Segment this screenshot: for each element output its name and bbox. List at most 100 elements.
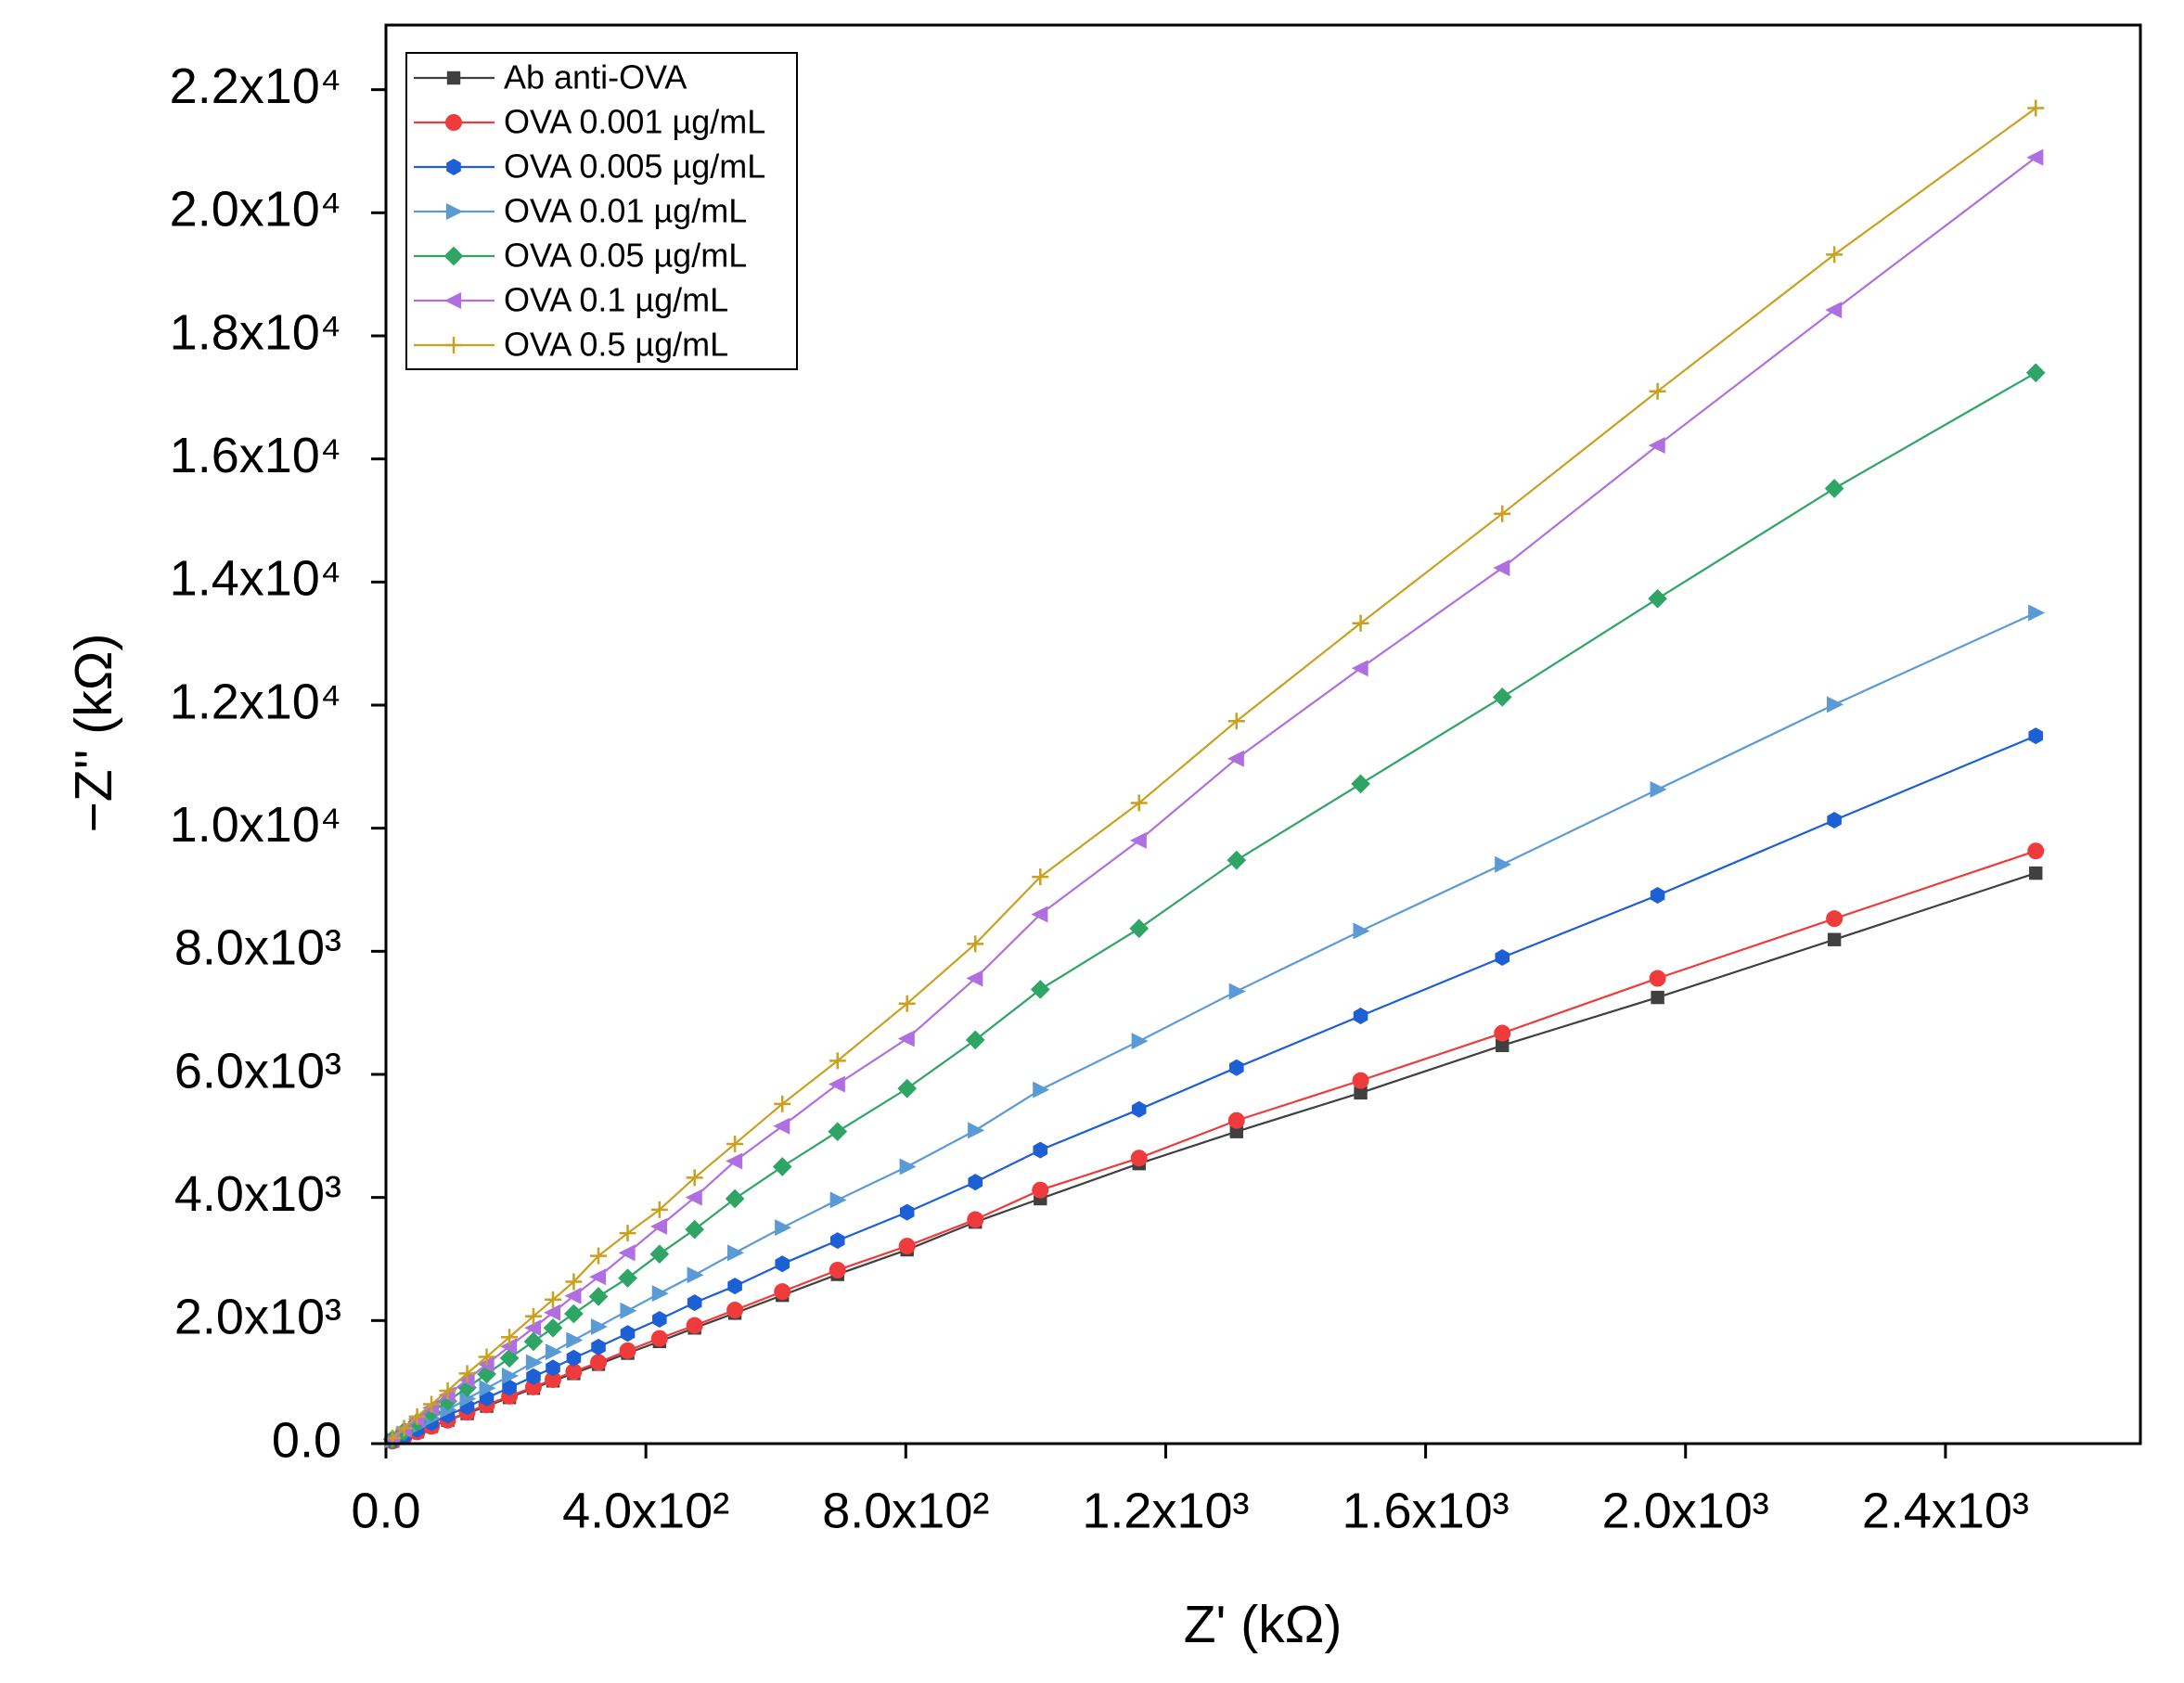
marker xyxy=(829,1052,846,1070)
marker xyxy=(652,1311,667,1329)
marker xyxy=(478,1348,495,1366)
marker xyxy=(423,1395,441,1413)
marker xyxy=(828,1075,845,1093)
marker xyxy=(1496,1038,1510,1053)
series-line xyxy=(392,735,2036,1442)
marker xyxy=(457,1378,477,1397)
marker xyxy=(408,1407,426,1425)
plot-frame xyxy=(384,23,2142,1445)
marker xyxy=(2025,363,2046,383)
marker xyxy=(1228,983,1246,1000)
marker xyxy=(1352,1072,1369,1089)
marker xyxy=(1827,696,1844,713)
y-tick-label: 2.0x10³ xyxy=(174,1290,341,1345)
marker xyxy=(459,1390,477,1407)
legend-label: OVA 0.1 µg/mL xyxy=(504,281,728,319)
marker xyxy=(544,1304,561,1321)
marker xyxy=(774,1283,791,1301)
marker xyxy=(1129,831,1147,849)
marker xyxy=(618,1268,637,1288)
legend-label: OVA 0.05 µg/mL xyxy=(504,237,747,275)
marker xyxy=(726,1152,743,1170)
marker xyxy=(1130,1150,1148,1167)
marker xyxy=(649,1217,667,1235)
marker xyxy=(1648,588,1667,609)
series-line xyxy=(392,872,2036,1443)
marker xyxy=(1826,910,1844,928)
marker xyxy=(1650,886,1665,904)
marker xyxy=(965,1030,985,1050)
marker xyxy=(1493,559,1510,577)
marker xyxy=(1033,1141,1048,1159)
marker xyxy=(899,1158,917,1176)
marker xyxy=(545,1343,562,1361)
y-tick-label: 1.4x10⁴ xyxy=(170,551,341,607)
marker xyxy=(619,1225,636,1242)
marker xyxy=(1495,948,1510,966)
marker xyxy=(1227,1111,1245,1129)
marker xyxy=(524,1378,542,1395)
marker xyxy=(829,1191,847,1209)
marker xyxy=(1228,1059,1244,1076)
marker xyxy=(564,1304,584,1324)
marker xyxy=(2026,148,2044,166)
y-tick-label: 2.0x10⁴ xyxy=(170,182,341,238)
marker xyxy=(620,1325,636,1343)
marker xyxy=(725,1188,745,1209)
y-tick-label: 4.0x10³ xyxy=(174,1166,341,1222)
marker xyxy=(544,1371,561,1389)
x-tick-label: 2.0x10³ xyxy=(1602,1483,1769,1538)
marker xyxy=(1825,302,1843,319)
marker xyxy=(1131,1033,1149,1050)
marker xyxy=(444,292,462,309)
marker xyxy=(897,1078,918,1098)
marker xyxy=(446,71,461,85)
marker xyxy=(477,1364,496,1384)
marker xyxy=(1827,932,1842,946)
marker xyxy=(1826,246,1844,263)
x-tick-label: 2.4x10³ xyxy=(1862,1483,2029,1538)
marker xyxy=(686,1169,703,1187)
marker xyxy=(967,1211,984,1228)
marker xyxy=(1227,850,1247,870)
marker xyxy=(1650,780,1667,798)
marker xyxy=(968,1122,985,1139)
marker xyxy=(726,1302,744,1319)
series-line xyxy=(392,850,2036,1443)
marker xyxy=(438,1391,457,1411)
marker xyxy=(966,970,983,987)
marker xyxy=(502,1379,517,1396)
marker xyxy=(1354,1086,1368,1100)
marker xyxy=(772,1157,792,1176)
y-tick-label: 1.8x10⁴ xyxy=(170,304,341,360)
legend-label: OVA 0.001 µg/mL xyxy=(504,103,765,141)
y-tick-label: 6.0x10³ xyxy=(174,1043,341,1098)
marker xyxy=(543,1317,563,1338)
marker xyxy=(651,1285,669,1303)
marker xyxy=(649,1244,670,1265)
marker xyxy=(968,1174,983,1191)
marker xyxy=(618,1244,636,1262)
legend-label: OVA 0.5 µg/mL xyxy=(504,326,728,364)
y-tick-label: 0.0 xyxy=(272,1412,341,1468)
marker xyxy=(1351,774,1370,794)
marker xyxy=(1031,906,1048,923)
x-tick-label: 4.0x10² xyxy=(562,1483,729,1538)
marker xyxy=(1227,750,1244,767)
marker xyxy=(1648,437,1665,455)
series-line xyxy=(392,107,2036,1439)
marker xyxy=(525,1354,543,1371)
marker xyxy=(828,1122,848,1142)
legend: Ab anti-OVA OVA 0.001 µg/mL OVA 0.005 µg/m… xyxy=(405,52,798,370)
marker xyxy=(1033,1081,1050,1098)
marker xyxy=(1827,812,1842,829)
marker xyxy=(1494,505,1511,522)
marker xyxy=(727,1278,742,1295)
marker xyxy=(564,1287,582,1304)
marker xyxy=(1495,855,1512,873)
marker xyxy=(1030,980,1050,999)
marker xyxy=(500,1338,518,1355)
marker xyxy=(445,114,462,131)
